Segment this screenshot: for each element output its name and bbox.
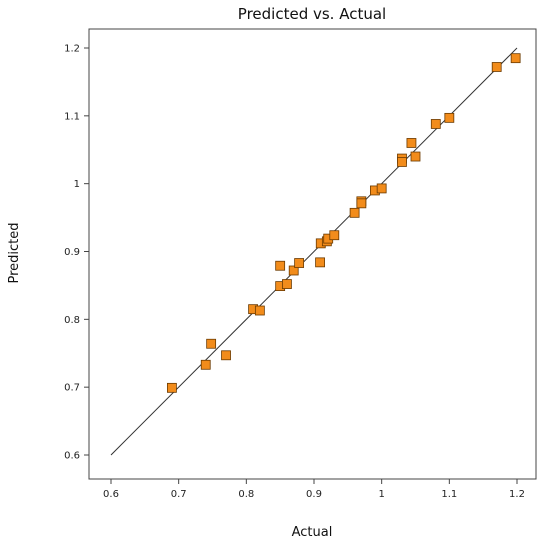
data-point-27: [491, 62, 502, 72]
y-axis: 0.6 0.7 0.8 0.9 1 1.1 1.2: [64, 44, 89, 462]
chart-title: Predicted vs. Actual: [238, 5, 386, 23]
data-point-5: [254, 305, 265, 316]
x-tick-label: 0.8: [238, 489, 254, 500]
data-point-20: [376, 183, 387, 194]
data-point-24: [410, 151, 421, 162]
data-point-10: [294, 258, 305, 268]
data-point-3: [221, 350, 231, 361]
y-tick-label: 0.7: [64, 383, 80, 394]
y-tick-label: 0.9: [64, 247, 80, 258]
data-point-2: [206, 338, 217, 349]
data-point-9: [288, 265, 299, 276]
reference-line: [110, 47, 518, 456]
x-tick-label: 1.1: [441, 489, 457, 500]
x-tick-label: 1.2: [509, 489, 525, 500]
y-tick-label: 1.1: [64, 111, 80, 122]
y-tick-label: 1: [74, 179, 80, 190]
y-axis-label: Predicted: [7, 222, 22, 283]
data-point-15: [329, 230, 340, 241]
x-tick-label: 0.9: [306, 489, 322, 500]
data-point-1: [200, 359, 211, 370]
data-point-18: [356, 198, 367, 209]
data-point-28: [510, 53, 521, 64]
x-axis: 0.6 0.7 0.8 0.9 1 1.1 1.2: [103, 479, 525, 500]
data-points: [166, 53, 521, 393]
y-tick-label: 1.2: [64, 44, 80, 55]
data-point-23: [406, 138, 417, 148]
x-tick-label: 0.7: [171, 489, 187, 500]
x-tick-label: 1: [378, 489, 384, 500]
plot-frame: [88, 28, 537, 480]
x-axis-label: Actual: [292, 525, 333, 540]
data-point-11: [315, 257, 325, 268]
data-point-8: [282, 279, 292, 289]
data-point-6: [275, 260, 286, 271]
y-tick-label: 0.8: [64, 315, 80, 326]
data-point-0: [166, 382, 177, 393]
data-point-26: [444, 112, 455, 123]
data-point-25: [430, 119, 441, 129]
y-tick-label: 0.6: [64, 451, 80, 462]
data-point-22: [397, 157, 407, 167]
x-tick-label: 0.6: [103, 489, 119, 500]
data-point-16: [349, 207, 360, 218]
